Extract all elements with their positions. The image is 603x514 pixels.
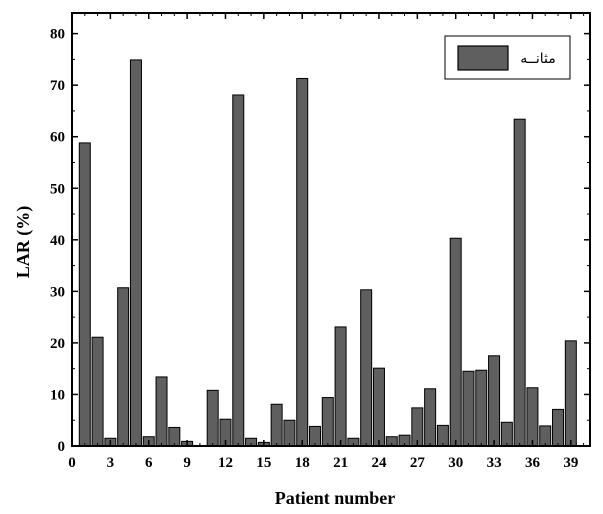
y-tick-label: 60: [50, 130, 65, 146]
x-tick-label: 24: [371, 455, 387, 471]
x-tick-label: 30: [448, 455, 463, 471]
bar: [488, 355, 501, 447]
bar: [296, 77, 309, 447]
bar: [360, 289, 373, 447]
x-tick-label: 27: [410, 455, 426, 471]
y-tick-label: 80: [50, 27, 65, 43]
x-tick-label: 12: [218, 455, 233, 471]
x-tick-label: 39: [563, 455, 578, 471]
bar: [539, 425, 552, 447]
bar: [117, 287, 130, 447]
bar: [526, 387, 539, 447]
x-tick-label: 36: [525, 455, 541, 471]
x-tick-label: 33: [487, 455, 502, 471]
bar: [462, 370, 475, 447]
legend: مثانــه: [444, 35, 571, 80]
x-tick-label: 3: [107, 455, 115, 471]
bar: [78, 142, 91, 447]
x-tick-label: 0: [68, 455, 76, 471]
x-tick-label: 15: [256, 455, 271, 471]
bars-layer: [78, 59, 577, 447]
x-tick-label: 6: [145, 455, 153, 471]
bar: [270, 403, 283, 447]
bar: [155, 376, 168, 447]
bar: [500, 421, 513, 447]
legend-label: مثانــه: [520, 51, 556, 67]
bar: [91, 336, 104, 447]
y-tick-label: 30: [50, 284, 65, 300]
bar: [424, 388, 437, 447]
bar: [232, 94, 245, 447]
bar: [475, 369, 488, 447]
bar: [372, 367, 385, 447]
legend-swatch: [457, 45, 509, 71]
plot-frame: [71, 12, 591, 447]
x-tick-label: 18: [295, 455, 310, 471]
bar: [449, 237, 462, 447]
bar: [129, 59, 142, 447]
y-axis-title: LAR (%): [13, 206, 34, 279]
y-tick-label: 20: [50, 336, 65, 352]
y-tick-label: 0: [58, 439, 66, 455]
bar: [321, 397, 334, 447]
x-tick-label: 9: [183, 455, 191, 471]
y-tick-label: 40: [50, 233, 65, 249]
bar: [334, 326, 347, 447]
x-axis-title: Patient number: [275, 488, 396, 508]
x-tick-label: 21: [333, 455, 348, 471]
bar: [564, 340, 577, 447]
bar: [436, 424, 449, 447]
bar: [552, 408, 565, 447]
y-tick-label: 50: [50, 181, 65, 197]
y-tick-label: 70: [50, 78, 65, 94]
bar: [513, 118, 526, 447]
bar: [206, 389, 219, 447]
bar: [283, 419, 296, 447]
y-tick-label: 10: [50, 387, 65, 403]
